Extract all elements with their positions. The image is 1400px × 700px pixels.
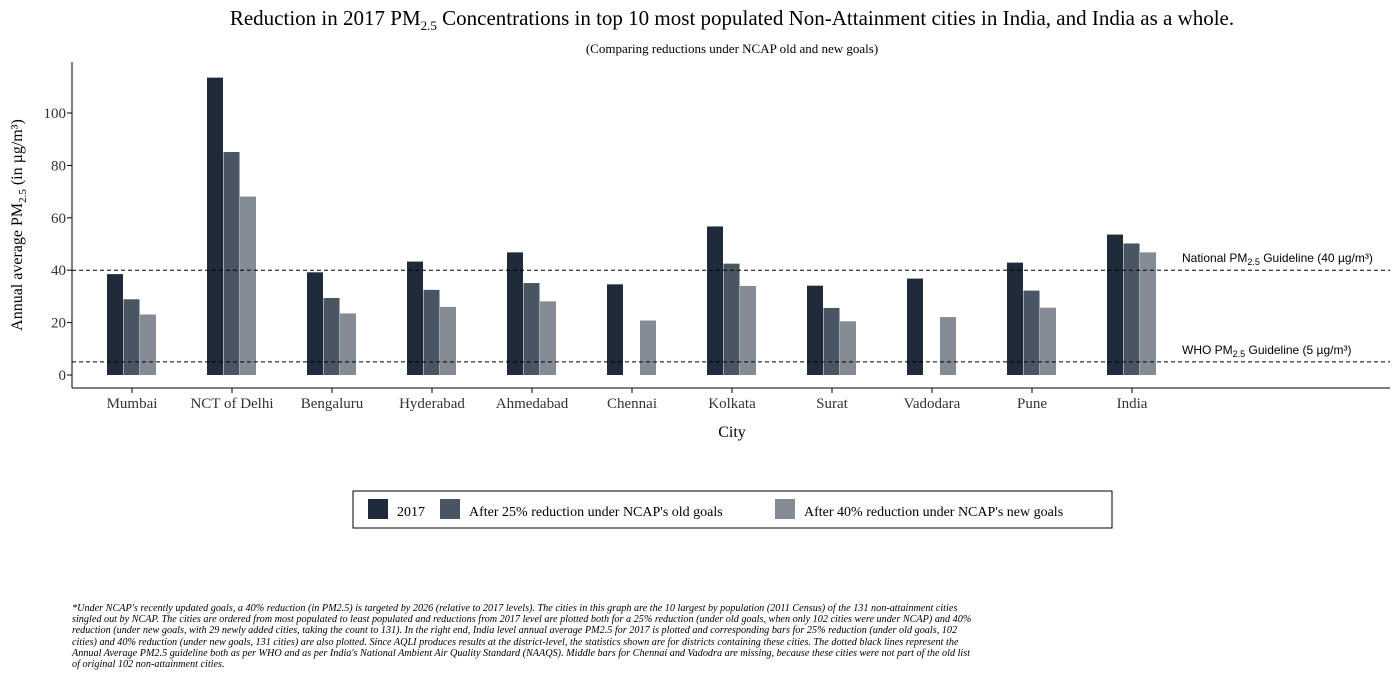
- bar: [1140, 252, 1156, 375]
- y-tick-label: 40: [51, 263, 66, 279]
- y-tick-label: 20: [51, 316, 66, 332]
- bar: [807, 285, 823, 375]
- x-tick-label: India: [1117, 396, 1148, 412]
- bar: [207, 77, 223, 375]
- reference-line-label: National PM2.5 Guideline (40 µg/m³): [1182, 251, 1373, 267]
- x-tick-label: NCT of Delhi: [190, 396, 273, 412]
- bar: [1023, 290, 1040, 375]
- legend-label: 2017: [397, 505, 425, 520]
- bar: [1007, 262, 1023, 375]
- bar: [940, 317, 956, 375]
- x-tick-label: Kolkata: [708, 396, 756, 412]
- bar: [307, 272, 323, 375]
- x-tick-label: Surat: [816, 396, 848, 412]
- bar: [907, 278, 923, 375]
- legend: 2017 After 25% reduction under NCAP's old…: [352, 490, 1113, 529]
- bar: [1123, 243, 1140, 375]
- legend-swatch: [440, 499, 460, 519]
- x-tick-label: Hyderabad: [399, 396, 465, 412]
- x-tick-label: Ahmedabad: [496, 396, 569, 412]
- legend-label: After 25% reduction under NCAP's old goa…: [469, 505, 723, 520]
- chart-title: Reduction in 2017 PM2.5 Concentrations i…: [230, 6, 1234, 33]
- bar: [407, 261, 423, 375]
- bar: [423, 289, 440, 375]
- x-tick-label: Mumbai: [107, 396, 158, 412]
- bar: [607, 284, 623, 375]
- legend-label: After 40% reduction under NCAP's new goa…: [804, 505, 1063, 520]
- bar: [440, 306, 456, 375]
- x-tick-label: Bengaluru: [301, 396, 364, 412]
- x-tick-label: Chennai: [607, 396, 657, 412]
- reference-line-label: WHO PM2.5 Guideline (5 µg/m³): [1182, 343, 1351, 359]
- bar: [640, 320, 656, 375]
- bar: [1040, 307, 1056, 375]
- bar: [140, 314, 156, 375]
- y-tick-label: 100: [44, 106, 67, 122]
- bar: [540, 301, 556, 375]
- chart-subtitle: (Comparing reductions under NCAP old and…: [586, 41, 878, 56]
- legend-box: [352, 490, 1113, 529]
- y-tick-label: 60: [51, 211, 66, 227]
- bar: [123, 299, 140, 375]
- bar: [1107, 234, 1123, 375]
- bar: [523, 283, 540, 375]
- plot-area: 0 20 40 60 80 100 Mumbai NCT of Delhi Bengaluru H…: [44, 62, 1390, 412]
- bar: [507, 252, 523, 375]
- x-tick-label: Vadodara: [904, 396, 961, 412]
- x-tick-label: Pune: [1017, 396, 1047, 412]
- bar: [707, 226, 723, 375]
- legend-swatch: [368, 499, 388, 519]
- y-tick-label: 0: [59, 368, 67, 384]
- bar: [723, 263, 740, 375]
- bar: [823, 307, 840, 375]
- bar: [223, 152, 240, 375]
- bar: [107, 274, 123, 375]
- legend-swatch: [775, 499, 795, 519]
- bar: [240, 196, 256, 375]
- bar: [740, 285, 756, 375]
- bar: [340, 313, 356, 375]
- bar: [840, 321, 856, 375]
- y-tick-label: 80: [51, 158, 66, 174]
- x-axis-title: City: [718, 424, 746, 441]
- y-axis-title: Annual average PM2.5 (in µg/m³): [9, 119, 29, 331]
- bar: [323, 297, 340, 375]
- footnote: *Under NCAP's recently updated goals, a …: [72, 603, 972, 671]
